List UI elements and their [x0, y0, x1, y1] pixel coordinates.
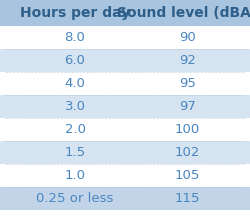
Text: 102: 102 [175, 146, 200, 159]
Text: 4.0: 4.0 [64, 77, 86, 90]
Text: Sound level (dBA): Sound level (dBA) [118, 6, 250, 20]
Text: 100: 100 [175, 123, 200, 136]
Bar [0, 95, 250, 118]
Text: 1.0: 1.0 [64, 169, 86, 182]
Bar [0, 49, 250, 72]
Bar [0, 164, 250, 187]
Text: 95: 95 [179, 77, 196, 90]
Text: 6.0: 6.0 [64, 54, 86, 67]
Text: 105: 105 [175, 169, 200, 182]
Text: 1.5: 1.5 [64, 146, 86, 159]
Bar [0, 72, 250, 95]
Text: 92: 92 [179, 54, 196, 67]
Text: 3.0: 3.0 [64, 100, 86, 113]
Text: 2.0: 2.0 [64, 123, 86, 136]
Bar [0, 187, 250, 210]
Bar [0, 0, 250, 26]
Bar [0, 26, 250, 49]
Bar [0, 141, 250, 164]
Text: 115: 115 [175, 192, 200, 205]
Text: Hours per day: Hours per day [20, 6, 130, 20]
Text: 97: 97 [179, 100, 196, 113]
Text: 8.0: 8.0 [64, 31, 86, 44]
Text: 0.25 or less: 0.25 or less [36, 192, 114, 205]
Bar [0, 118, 250, 141]
Text: 90: 90 [179, 31, 196, 44]
